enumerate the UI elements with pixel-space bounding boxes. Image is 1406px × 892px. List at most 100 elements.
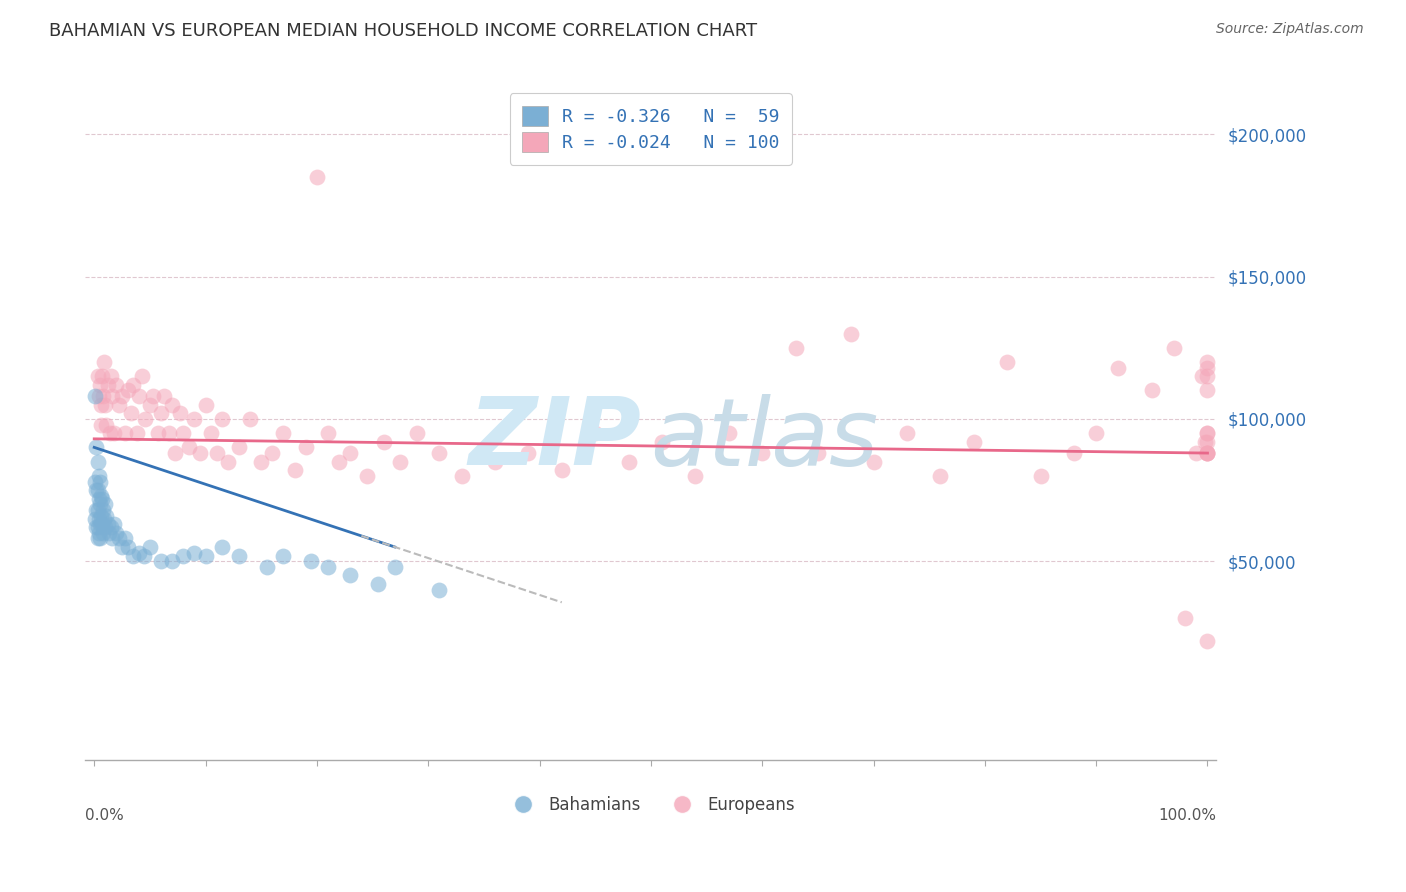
Point — [839, 326, 862, 341]
Text: ZIP: ZIP — [468, 393, 641, 485]
Point — [117, 384, 139, 398]
Point — [111, 389, 134, 403]
Point — [1197, 446, 1219, 460]
Text: atlas: atlas — [650, 394, 879, 485]
Point — [1194, 434, 1216, 449]
Point — [194, 549, 217, 563]
Point — [450, 468, 472, 483]
Point — [87, 491, 110, 506]
Point — [90, 508, 112, 523]
Point — [107, 398, 129, 412]
Point — [239, 412, 262, 426]
Point — [1197, 446, 1219, 460]
Point — [183, 412, 205, 426]
Point — [94, 497, 117, 511]
Point — [896, 426, 918, 441]
Point — [1140, 384, 1163, 398]
Point — [165, 446, 187, 460]
Text: 0.0%: 0.0% — [86, 808, 124, 823]
Point — [1107, 360, 1129, 375]
Point — [89, 532, 111, 546]
Point — [1163, 341, 1185, 355]
Point — [284, 463, 307, 477]
Point — [551, 463, 574, 477]
Point — [146, 426, 169, 441]
Point — [100, 369, 122, 384]
Point — [1197, 426, 1219, 441]
Point — [105, 525, 128, 540]
Point — [84, 389, 107, 403]
Point — [91, 503, 114, 517]
Point — [228, 549, 250, 563]
Point — [120, 406, 142, 420]
Point — [294, 441, 316, 455]
Point — [84, 511, 107, 525]
Point — [685, 468, 707, 483]
Point — [125, 426, 148, 441]
Point — [100, 520, 122, 534]
Point — [150, 554, 173, 568]
Point — [929, 468, 952, 483]
Point — [86, 441, 108, 455]
Point — [1191, 369, 1213, 384]
Point — [153, 389, 176, 403]
Point — [1197, 426, 1219, 441]
Point — [356, 468, 378, 483]
Point — [131, 369, 153, 384]
Point — [91, 369, 114, 384]
Point — [262, 446, 284, 460]
Point — [101, 389, 124, 403]
Point — [122, 549, 145, 563]
Point — [157, 426, 180, 441]
Point — [1197, 434, 1219, 449]
Point — [103, 426, 125, 441]
Point — [117, 540, 139, 554]
Point — [89, 377, 111, 392]
Point — [384, 560, 406, 574]
Point — [91, 517, 114, 532]
Point — [1197, 446, 1219, 460]
Point — [97, 517, 120, 532]
Point — [91, 525, 114, 540]
Point — [785, 341, 807, 355]
Point — [84, 475, 107, 489]
Point — [406, 426, 429, 441]
Point — [273, 549, 295, 563]
Point — [160, 398, 183, 412]
Point — [86, 369, 108, 384]
Point — [111, 540, 134, 554]
Point — [103, 517, 125, 532]
Point — [86, 483, 108, 497]
Point — [94, 398, 117, 412]
Point — [517, 446, 540, 460]
Point — [172, 549, 194, 563]
Point — [107, 532, 129, 546]
Point — [177, 441, 200, 455]
Point — [105, 377, 128, 392]
Point — [211, 540, 233, 554]
Point — [339, 568, 361, 582]
Point — [1197, 446, 1219, 460]
Point — [1029, 468, 1052, 483]
Point — [134, 412, 156, 426]
Point — [217, 454, 239, 468]
Point — [1197, 360, 1219, 375]
Point — [299, 554, 322, 568]
Point — [90, 398, 112, 412]
Point — [86, 520, 108, 534]
Point — [427, 582, 450, 597]
Point — [256, 560, 278, 574]
Point — [91, 491, 114, 506]
Point — [89, 497, 111, 511]
Point — [139, 398, 162, 412]
Point — [87, 511, 110, 525]
Point — [427, 446, 450, 460]
Point — [1197, 355, 1219, 369]
Point — [86, 454, 108, 468]
Point — [134, 549, 156, 563]
Point — [963, 434, 986, 449]
Point — [128, 389, 150, 403]
Text: 100.0%: 100.0% — [1159, 808, 1216, 823]
Text: Source: ZipAtlas.com: Source: ZipAtlas.com — [1216, 22, 1364, 37]
Point — [114, 532, 136, 546]
